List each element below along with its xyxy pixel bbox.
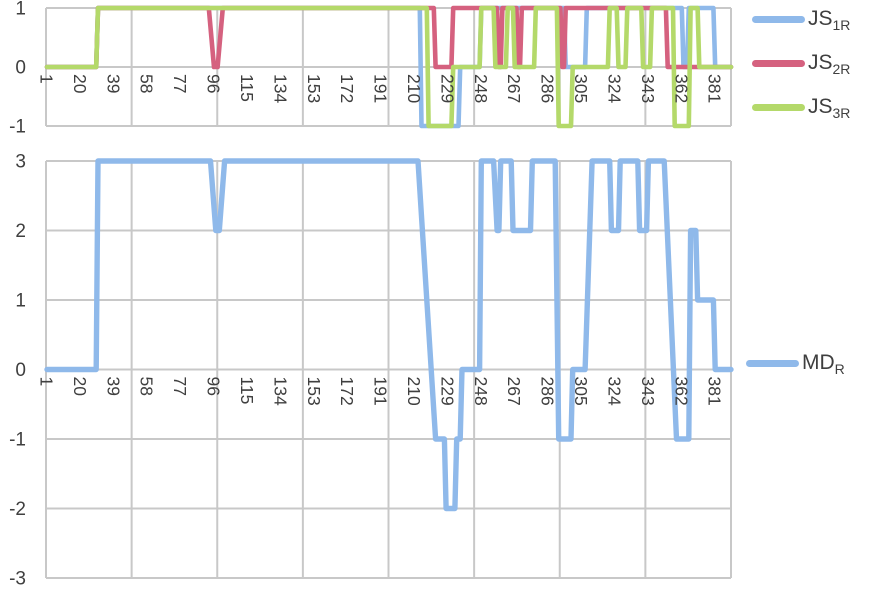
x-tick-label: 20 — [70, 74, 90, 94]
legend-item-mdr: MDR — [746, 350, 845, 377]
mdr-legend-label: MDR — [802, 351, 845, 377]
mdr-label-main: MD — [802, 350, 835, 374]
x-tick-label: 58 — [137, 377, 157, 396]
x-tick-label: 134 — [270, 74, 290, 103]
x-tick-label: 153 — [304, 74, 324, 103]
x-tick-label: 20 — [70, 377, 90, 397]
y-tick-label: -1 — [9, 430, 26, 451]
x-tick-label: 191 — [371, 74, 391, 103]
x-tick-label: 1 — [37, 74, 57, 84]
js3r-line-swatch — [752, 104, 805, 111]
x-tick-label: 324 — [604, 74, 624, 103]
y-tick-label: 1 — [15, 291, 26, 312]
js1r-line-swatch — [752, 16, 805, 23]
y-tick-label: 0 — [15, 58, 26, 79]
x-tick-label: 324 — [604, 377, 624, 406]
x-tick-label: 134 — [270, 377, 290, 406]
x-tick-label: 39 — [103, 74, 123, 93]
x-tick-label: 153 — [304, 377, 324, 406]
x-tick-label: 191 — [371, 377, 391, 406]
legend-item-js3r: JS3R — [752, 94, 850, 121]
x-tick-label: 267 — [504, 74, 524, 103]
x-tick-label: 305 — [571, 74, 591, 103]
js1r-label-main: JS — [808, 6, 833, 30]
y-tick-label: 3 — [15, 152, 26, 173]
js2r-legend-label: JS2R — [808, 51, 850, 77]
y-tick-label: -3 — [9, 569, 26, 590]
x-tick-label: 96 — [204, 377, 224, 396]
y-tick-label: 1 — [15, 0, 26, 20]
js3r-label-sub: 3R — [832, 104, 851, 121]
x-tick-label: 39 — [103, 377, 123, 396]
series-line-MD_R — [44, 158, 734, 512]
x-tick-label: 286 — [538, 74, 558, 103]
x-tick-label: 381 — [705, 74, 725, 103]
top-chart-js-scores: 1 0 -1 1 20 39 58 77 96 115 134 153 172 191 210 229 248 2… — [9, 0, 734, 138]
x-tick-label: 267 — [504, 377, 524, 406]
x-tick-label: 58 — [137, 74, 157, 93]
x-tick-label: 286 — [538, 377, 558, 406]
js1r-label-sub: 1R — [832, 16, 851, 33]
x-tick-label: 362 — [671, 74, 691, 103]
x-tick-label: 343 — [638, 377, 658, 406]
js2r-label-sub: 2R — [832, 60, 851, 77]
x-tick-label: 362 — [671, 377, 691, 406]
series-line-JS_3R — [44, 5, 734, 129]
x-tick-label: 210 — [404, 377, 424, 406]
js2r-label-main: JS — [808, 50, 833, 74]
js1r-legend-label: JS1R — [808, 7, 850, 33]
x-tick-label: 343 — [638, 74, 658, 103]
x-tick-label: 210 — [404, 74, 424, 103]
js2r-line-swatch — [752, 60, 805, 67]
js3r-legend-label: JS3R — [808, 95, 850, 121]
mdr-line-swatch — [746, 360, 799, 367]
js3r-label-main: JS — [808, 94, 833, 118]
x-tick-label: 77 — [170, 74, 190, 93]
x-tick-label: 115 — [237, 377, 257, 405]
x-tick-label: 229 — [437, 74, 457, 103]
top-chart-legend: JS1R JS2R JS3R — [752, 6, 850, 121]
x-tick-label: 248 — [471, 377, 491, 406]
y-tick-label: 2 — [15, 221, 26, 242]
x-tick-label: 77 — [170, 377, 190, 396]
x-tick-label: 96 — [204, 74, 224, 93]
x-tick-label: 1 — [37, 377, 57, 387]
mdr-label-sub: R — [834, 360, 845, 377]
x-tick-label: 305 — [571, 377, 591, 406]
x-tick-label: 248 — [471, 74, 491, 103]
legend-item-js1r: JS1R — [752, 6, 850, 33]
y-tick-label: -2 — [9, 499, 26, 520]
y-tick-label: 0 — [15, 360, 26, 381]
x-tick-label: 229 — [437, 377, 457, 406]
x-tick-label: 172 — [337, 377, 357, 406]
y-tick-label: -1 — [9, 117, 26, 138]
bottom-chart-legend: MDR — [746, 350, 845, 377]
legend-item-js2r: JS2R — [752, 50, 850, 77]
x-tick-label: 172 — [337, 74, 357, 103]
x-tick-label: 115 — [237, 74, 257, 102]
x-tick-label: 381 — [705, 377, 725, 406]
